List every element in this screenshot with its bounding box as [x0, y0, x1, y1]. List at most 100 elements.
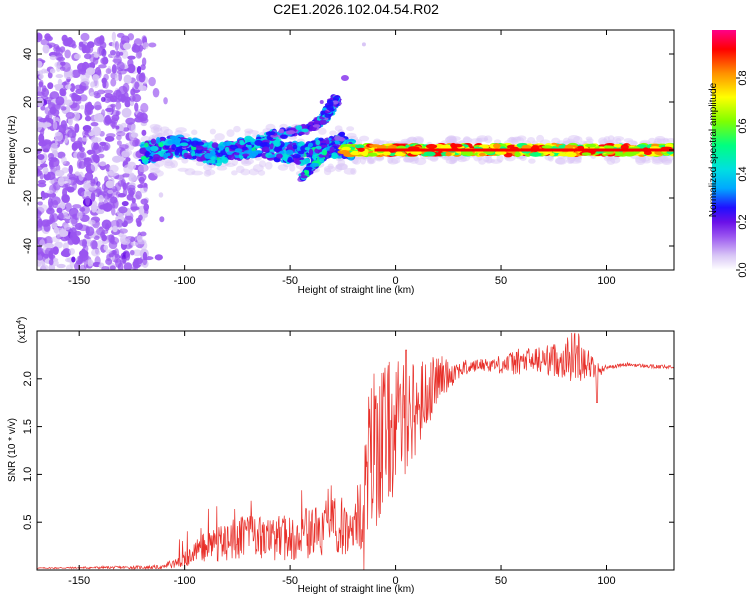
spectrogram-blob — [78, 239, 88, 247]
spectrogram-blob — [325, 138, 330, 145]
spectrogram-blob — [44, 33, 51, 41]
spectrogram-blob — [83, 128, 92, 133]
x-tick-label: 0 — [393, 275, 399, 287]
spectrogram-blob — [555, 157, 568, 165]
spectrogram-blob — [106, 253, 111, 262]
spectrogram-blob — [612, 136, 625, 142]
spectrogram-blob — [357, 147, 365, 152]
spectrogram-blob — [37, 182, 47, 188]
spectrogram-blob — [191, 170, 204, 176]
spectrogram-blob — [382, 151, 391, 156]
spectrogram-blob — [118, 206, 128, 214]
spectrogram-blob — [319, 119, 327, 125]
spectrogram-blob — [195, 149, 203, 154]
spectrogram-blob — [536, 134, 545, 143]
spectrogram-blob — [158, 192, 164, 198]
spectrogram-blob — [97, 89, 106, 95]
spectrogram-blob — [116, 134, 122, 141]
spectrogram-blob — [308, 142, 314, 148]
spectrogram-blob — [233, 125, 241, 133]
spectrogram-blob — [37, 179, 46, 184]
spectrogram-blob — [239, 141, 245, 146]
spectrogram-blob — [41, 219, 51, 226]
spectrogram-blob — [101, 265, 110, 270]
spectrogram-blob — [368, 152, 378, 157]
spectrogram-blob — [73, 53, 82, 60]
spectrogram-blob — [53, 226, 59, 234]
spectrogram-blob — [85, 44, 94, 54]
colorbar-label: Normalized spectral amplitude — [708, 82, 719, 217]
spectrogram-blob — [159, 216, 165, 223]
spectrogram-blob — [529, 152, 542, 157]
spectrogram-blob — [64, 182, 71, 191]
spectrogram-blob — [361, 150, 369, 157]
spectrogram-blob — [71, 216, 78, 227]
spectrogram-blob — [111, 207, 116, 216]
spectrogram-blob — [85, 67, 96, 76]
spectrogram-blob — [328, 107, 335, 112]
spectrogram-blob — [94, 255, 101, 266]
spectrogram-blob — [257, 169, 266, 176]
spectrogram-blob — [85, 195, 91, 206]
spectrogram-blob — [623, 138, 634, 143]
spectrogram-blob — [39, 239, 46, 247]
spectrogram-blob — [49, 68, 56, 74]
spectrogram-blob — [68, 207, 79, 218]
spectrogram-blob — [87, 219, 96, 225]
colorbar-gradient — [712, 30, 736, 270]
colorbar-tick-label: 0.4 — [737, 166, 749, 181]
spectrogram-blob — [311, 162, 319, 167]
spectrogram-blob — [52, 46, 61, 52]
spectrogram-blob — [117, 193, 126, 198]
spectrogram-blob — [62, 248, 72, 258]
spectrogram-blob — [155, 137, 161, 144]
spectrogram-blob — [319, 158, 325, 163]
spectrogram-blob — [37, 204, 48, 212]
spectrogram-blob — [85, 226, 95, 237]
spectrogram-blob — [324, 113, 332, 118]
spectrogram-blob — [226, 151, 233, 156]
spectrogram-blob — [565, 152, 577, 158]
spectrogram-blob — [112, 225, 118, 233]
spectrogram-blob — [338, 131, 346, 137]
spectrogram-blob — [179, 142, 189, 147]
spectrogram-blob — [139, 231, 147, 237]
spectrogram-blob — [620, 144, 629, 150]
spectrogram-blob — [123, 262, 133, 270]
spectrogram-blob — [78, 68, 87, 75]
spectrogram-blob — [60, 120, 68, 129]
spectrogram-blob — [84, 115, 92, 122]
spectrogram-blob — [69, 83, 76, 93]
spectrogram-blob — [222, 141, 231, 147]
spectrogram-blob — [183, 152, 190, 159]
spectrogram-blob — [359, 135, 370, 142]
colorbar-tick-label: 0.0 — [737, 262, 749, 277]
spectrogram-blob — [52, 246, 59, 255]
spectrogram-blob — [140, 102, 149, 113]
spectrogram-blob — [134, 102, 139, 112]
spectrogram-blob — [243, 136, 252, 144]
spectrogram-blob — [104, 136, 115, 142]
spectrogram-blob — [59, 230, 68, 238]
x-tick-label: -150 — [68, 575, 90, 587]
spectrogram-blob — [74, 123, 80, 134]
x-tick-label: 100 — [597, 275, 615, 287]
spectrogram-blob — [102, 56, 109, 65]
spectrogram-blob — [50, 143, 58, 153]
spectrogram-blob — [167, 140, 174, 145]
spectrogram-blob — [242, 153, 250, 157]
snr-panel: -150 -100 -50 0 50 100 0.5 1.0 1.5 2.0 Height of… — [7, 317, 675, 595]
spectrogram-blob — [45, 114, 50, 120]
spectrogram-blob — [49, 55, 57, 61]
spectrogram-blob — [37, 211, 43, 217]
spectrogram-blob — [152, 87, 160, 98]
spectrogram-blob — [54, 131, 64, 142]
spectrogram-blob — [48, 102, 56, 110]
spectrogram-blob — [478, 152, 486, 157]
spectrogram-blob — [138, 72, 146, 83]
spectrogram-blob — [65, 84, 72, 90]
spectrogram-blob — [58, 211, 64, 221]
spectrogram-blob — [48, 258, 54, 266]
spectrogram-blob — [322, 149, 328, 156]
